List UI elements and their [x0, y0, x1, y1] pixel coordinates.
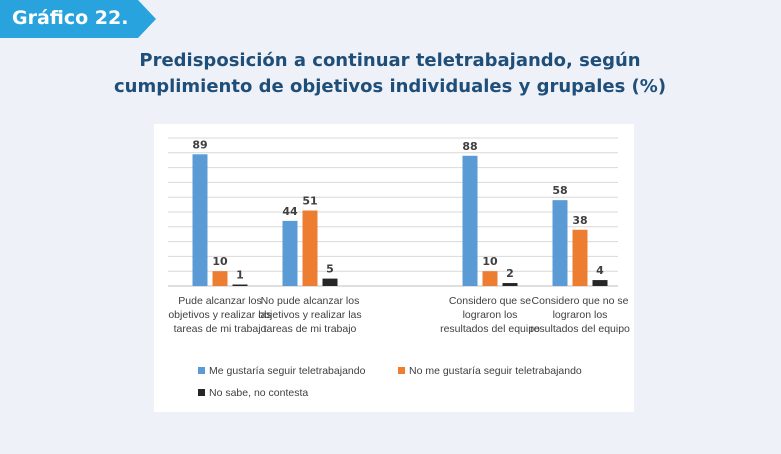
- legend-label-2: No me gustaría seguir teletrabajando: [409, 365, 582, 377]
- bar-series-3-cat-3: [502, 283, 518, 286]
- data-label-series-2-cat-1: 10: [212, 255, 228, 268]
- data-label-series-2-cat-3: 10: [482, 255, 498, 268]
- category-label-1: Pude alcanzar los objetivos y realizar l…: [168, 295, 272, 335]
- bar-series-2-cat-2: [302, 210, 318, 286]
- bar-series-1-cat-2: [282, 220, 298, 286]
- legend-swatch-3: [198, 389, 205, 396]
- category-label-2: No pude alcanzar los objetivos y realiza…: [258, 295, 362, 335]
- bar-series-2-cat-3: [482, 271, 498, 286]
- bar-chart: 89 44 88 58 10 51 10 38 1 5 2 4: [168, 137, 618, 287]
- bar-series-1-cat-4: [552, 200, 568, 286]
- data-label-series-1-cat-3: 88: [462, 140, 477, 153]
- bar-series-1-cat-3: [462, 155, 478, 286]
- chart-title-line-2: cumplimiento de objetivos individuales y…: [113, 76, 667, 97]
- bar-series-3-cat-1: [232, 284, 248, 286]
- data-label-series-3-cat-1: 1: [236, 269, 244, 282]
- legend-item-1: Me gustaría seguir teletrabajando: [198, 365, 365, 377]
- data-label-series-3-cat-4: 4: [596, 264, 604, 277]
- chart-panel: 89 44 88 58 10 51 10 38 1 5 2 4 Pude alcanzar los o…: [154, 124, 634, 412]
- legend-swatch-1: [198, 367, 205, 374]
- data-label-series-2-cat-2: 51: [302, 195, 317, 208]
- chart-title: Predisposición a continuar teletrabajand…: [90, 48, 690, 100]
- data-label-series-1-cat-2: 44: [282, 205, 298, 218]
- legend-item-2: No me gustaría seguir teletrabajando: [398, 365, 582, 377]
- bar-series-1-cat-1: [192, 154, 208, 286]
- chart-title-line-1: Predisposición a continuar teletrabajand…: [139, 50, 641, 71]
- bar-series-2-cat-4: [572, 229, 588, 286]
- legend-label-3: No sabe, no contesta: [209, 387, 309, 399]
- data-label-series-1-cat-1: 89: [192, 138, 207, 151]
- bar-series-3-cat-4: [592, 280, 608, 286]
- badge-label: Gráfico 22.: [12, 7, 129, 29]
- data-label-series-3-cat-2: 5: [326, 263, 334, 276]
- category-label-4: Considero que no se lograron los resulta…: [530, 295, 630, 335]
- data-label-series-1-cat-4: 58: [552, 184, 567, 197]
- data-label-series-2-cat-4: 38: [572, 214, 587, 227]
- legend-label-1: Me gustaría seguir teletrabajando: [209, 365, 366, 377]
- data-label-series-3-cat-3: 2: [506, 267, 514, 280]
- category-label-3: Considero que se lograron los resultados…: [440, 295, 540, 335]
- chart-number-badge: Gráfico 22.: [0, 0, 156, 38]
- legend-swatch-2: [398, 367, 405, 374]
- bar-series-3-cat-2: [322, 278, 338, 286]
- legend-item-3: No sabe, no contesta: [198, 387, 308, 399]
- bar-series-2-cat-1: [212, 271, 228, 286]
